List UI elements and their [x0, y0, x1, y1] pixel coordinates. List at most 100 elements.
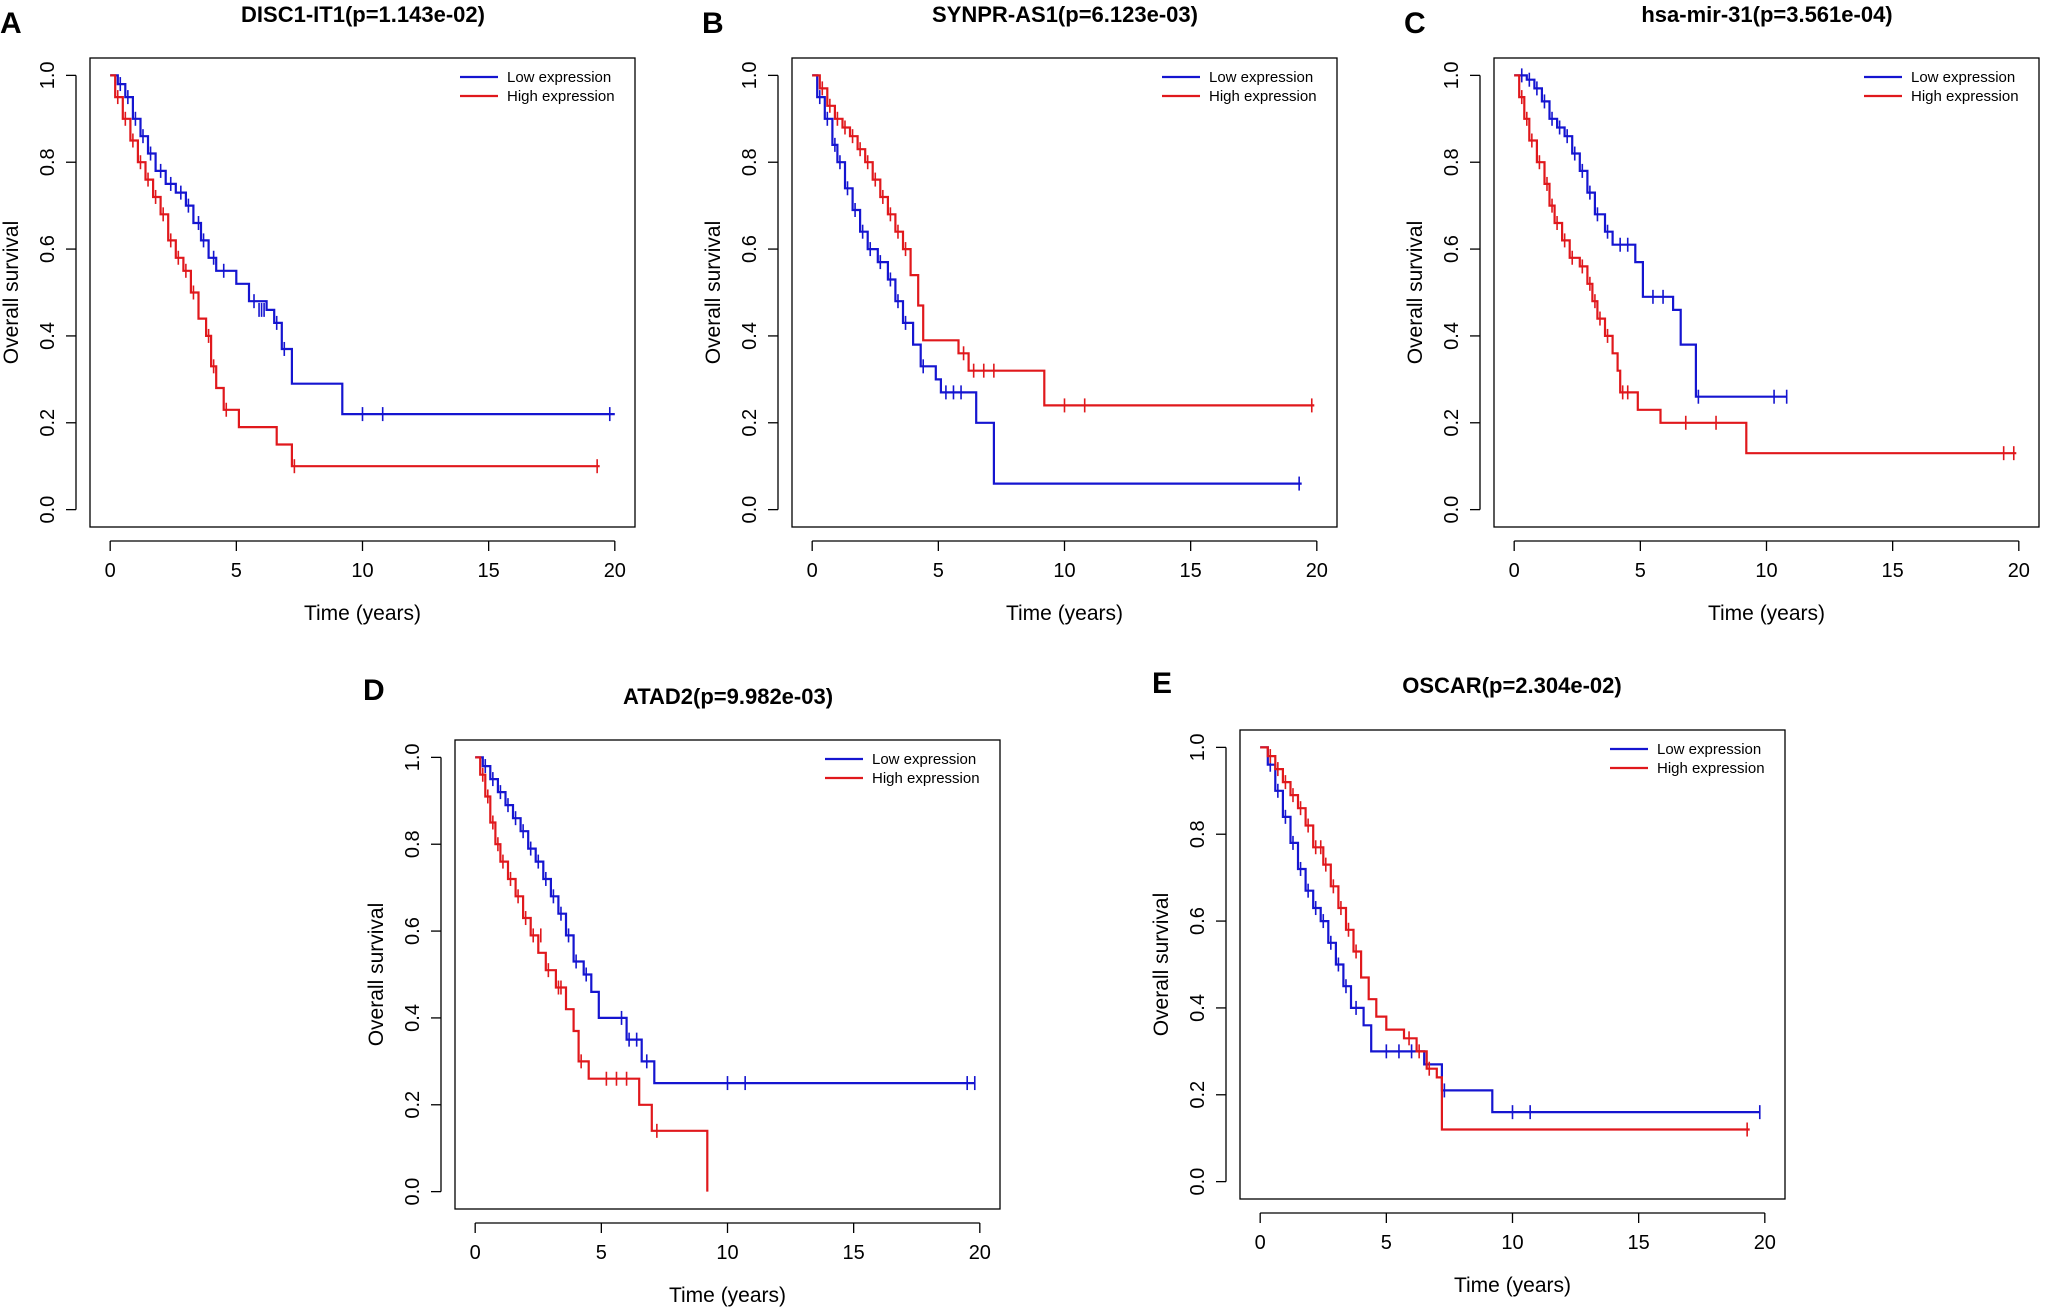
survival-curve [475, 756, 975, 1085]
y-tick-label: 0.6 [402, 917, 424, 945]
x-tick-label: 20 [969, 1242, 991, 1264]
legend-label-low: Low expression [1911, 69, 2015, 86]
x-tick-label: 10 [716, 1242, 738, 1264]
y-tick-label: 0.2 [1441, 409, 1463, 437]
y-tick-label: 0.0 [402, 1178, 424, 1206]
series-high-expression [812, 74, 1315, 413]
legend-label-low: Low expression [1209, 69, 1313, 86]
y-axis-label: Overall survival [365, 903, 388, 1047]
y-axis-label: Overall survival [702, 221, 725, 365]
y-tick-label: 0.2 [402, 1091, 424, 1119]
panel-letter: E [1152, 667, 1172, 700]
x-tick-label: 20 [604, 560, 626, 582]
y-tick-label: 0.6 [1441, 235, 1463, 263]
x-tick-label: 5 [1381, 1232, 1392, 1254]
plot-frame [1239, 729, 1786, 1200]
x-axis-label: Time (years) [1708, 602, 1825, 625]
x-tick-label: 20 [1306, 560, 1328, 582]
y-axis-label: Overall survival [0, 221, 23, 365]
y-tick-label: 0.4 [402, 1004, 424, 1032]
series-low-expression [812, 74, 1302, 491]
x-tick-label: 0 [1255, 1232, 1266, 1254]
x-tick-label: 20 [1754, 1232, 1776, 1254]
legend-label-high: High expression [1209, 88, 1317, 105]
y-tick-label: 0.0 [739, 496, 761, 524]
legend-label-high: High expression [872, 770, 980, 787]
chart-title: ATAD2(p=9.982e-03) [623, 684, 833, 709]
y-axis-label: Overall survival [1150, 893, 1173, 1037]
series-high-expression [1260, 746, 1750, 1137]
chart-title: DISC1-IT1(p=1.143e-02) [241, 2, 485, 27]
y-tick-label: 1.0 [1441, 61, 1463, 89]
km-panel-b: B SYNPR-AS1(p=6.123e-03) 0 5 10 15 20 Time (yea… [702, 2, 1338, 625]
series-high-expression [1514, 74, 2017, 461]
y-tick-label: 0.8 [402, 830, 424, 858]
chart-title: OSCAR(p=2.304e-02) [1402, 673, 1621, 698]
survival-curve [812, 74, 1315, 407]
plot-frame [454, 739, 1001, 1210]
y-tick-label: 0.8 [37, 148, 59, 176]
x-tick-label: 10 [1755, 560, 1777, 582]
panel-letter: A [0, 7, 22, 40]
x-tick-label: 20 [2008, 560, 2030, 582]
y-tick-label: 1.0 [1187, 733, 1209, 761]
x-axis-label: Time (years) [1006, 602, 1123, 625]
x-tick-label: 0 [807, 560, 818, 582]
y-tick-label: 0.4 [1441, 322, 1463, 350]
y-tick-label: 0.6 [1187, 907, 1209, 935]
x-tick-label: 0 [470, 1242, 481, 1264]
y-tick-label: 0.6 [739, 235, 761, 263]
panel-letter: D [363, 674, 385, 707]
legend-label-high: High expression [1911, 88, 2019, 105]
x-axis-label: Time (years) [304, 602, 421, 625]
series-low-expression [1260, 746, 1761, 1120]
panel-letter: C [1404, 7, 1426, 40]
km-panel-d: D ATAD2(p=9.982e-03) 0 5 10 15 20 Time (years) 0… [363, 674, 1001, 1307]
series-low-expression [1514, 68, 1788, 404]
y-tick-label: 1.0 [37, 61, 59, 89]
x-tick-label: 10 [351, 560, 373, 582]
x-tick-label: 5 [933, 560, 944, 582]
x-axis-label: Time (years) [669, 1284, 786, 1307]
x-tick-label: 15 [1180, 560, 1202, 582]
x-tick-label: 5 [1635, 560, 1646, 582]
y-axis-label: Overall survival [1404, 221, 1427, 365]
legend-label-low: Low expression [872, 751, 976, 768]
survival-curve [110, 74, 600, 468]
y-tick-label: 0.4 [739, 322, 761, 350]
survival-curve [1514, 74, 1787, 398]
x-tick-label: 15 [1882, 560, 1904, 582]
chart-title: SYNPR-AS1(p=6.123e-03) [932, 2, 1198, 27]
x-tick-label: 15 [1628, 1232, 1650, 1254]
series-high-expression [475, 756, 709, 1192]
y-tick-label: 0.4 [37, 322, 59, 350]
survival-curve [1260, 746, 1750, 1131]
series-high-expression [110, 74, 600, 474]
series-low-expression [475, 756, 976, 1091]
x-tick-label: 5 [231, 560, 242, 582]
legend-label-high: High expression [507, 88, 615, 105]
x-tick-label: 0 [105, 560, 116, 582]
legend-label-low: Low expression [1657, 741, 1761, 758]
plot-frame [1493, 57, 2040, 528]
legend-label-high: High expression [1657, 760, 1765, 777]
x-axis-label: Time (years) [1454, 1274, 1571, 1297]
x-tick-label: 5 [596, 1242, 607, 1264]
panel-letter: B [702, 7, 724, 40]
chart-title: hsa-mir-31(p=3.561e-04) [1641, 2, 1892, 27]
x-tick-label: 0 [1509, 560, 1520, 582]
legend-label-low: Low expression [507, 69, 611, 86]
km-panel-e: E OSCAR(p=2.304e-02) 0 5 10 15 20 Time (years) 0… [1150, 667, 1786, 1297]
survival-curve [812, 74, 1302, 485]
survival-curve [1260, 746, 1760, 1114]
y-tick-label: 0.2 [1187, 1081, 1209, 1109]
y-tick-label: 1.0 [739, 61, 761, 89]
y-tick-label: 0.2 [37, 409, 59, 437]
y-tick-label: 0.6 [37, 235, 59, 263]
x-tick-label: 10 [1501, 1232, 1523, 1254]
y-tick-label: 0.8 [1441, 148, 1463, 176]
series-low-expression [110, 74, 615, 422]
x-tick-label: 15 [843, 1242, 865, 1264]
